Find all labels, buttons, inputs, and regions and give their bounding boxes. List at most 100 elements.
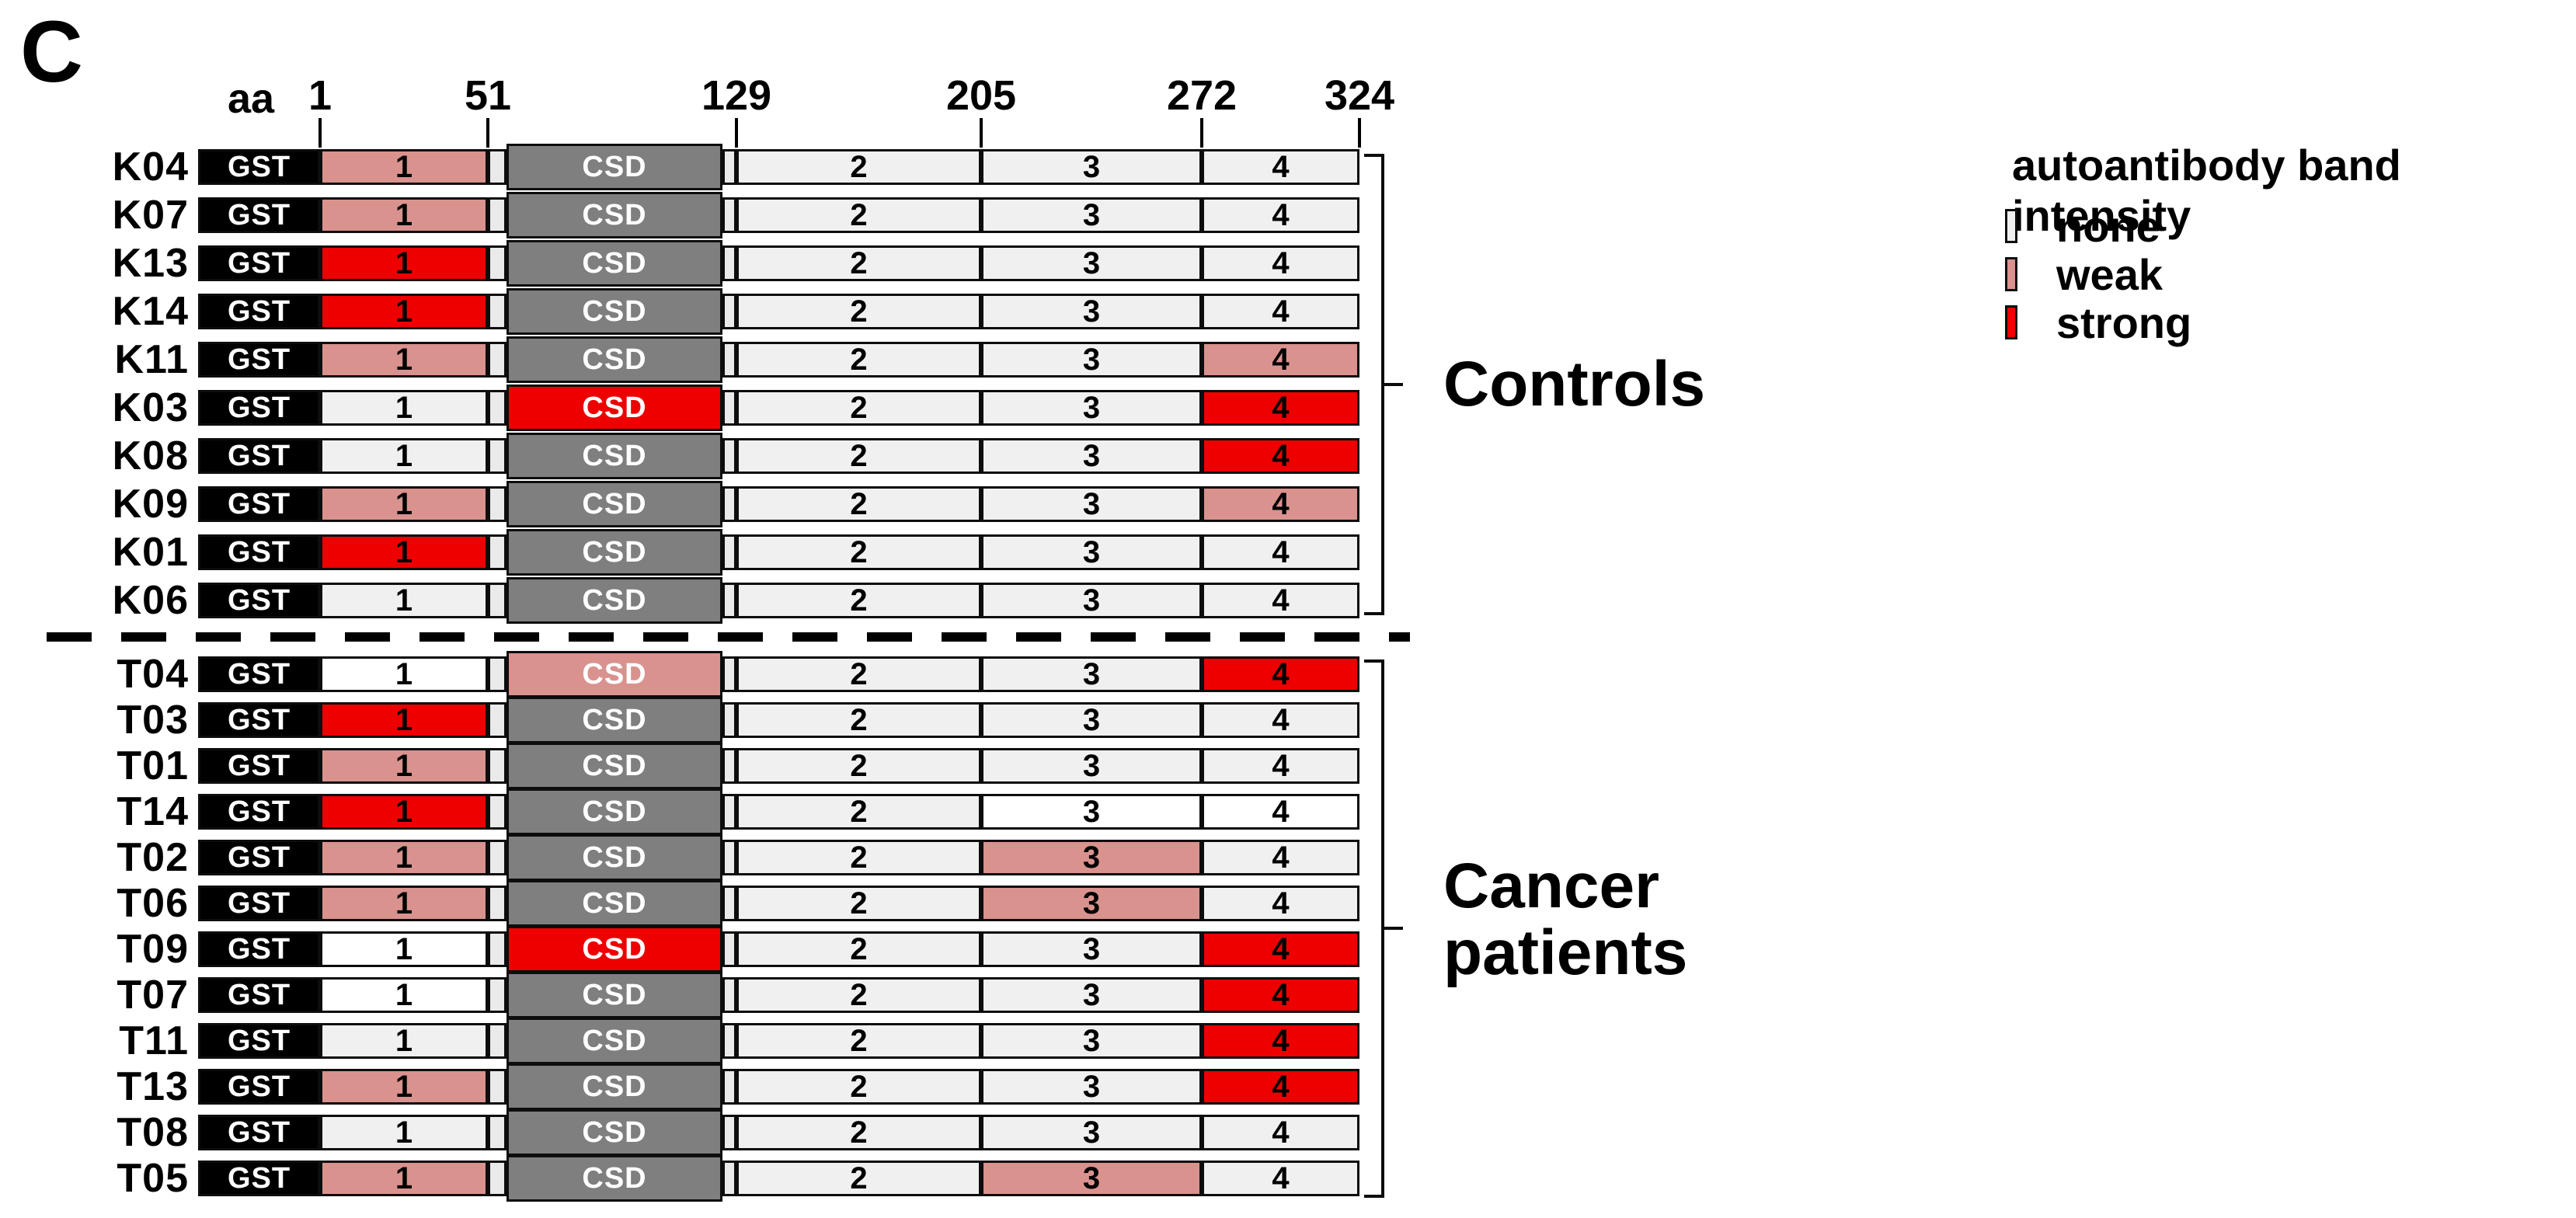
construct-bar: GST 1 CSD 2 3 4 bbox=[198, 1063, 1359, 1110]
linker-strip bbox=[488, 656, 506, 692]
linker-strip bbox=[722, 486, 736, 522]
region-box-1: 1 bbox=[320, 342, 488, 378]
linker-strip bbox=[722, 977, 736, 1013]
gst-tag-box: GST bbox=[198, 794, 320, 830]
region-box-2: 2 bbox=[736, 1023, 981, 1059]
weak-intensity-swatch bbox=[2005, 257, 2017, 291]
csd-domain-box: CSD bbox=[506, 192, 722, 238]
linker-strip bbox=[722, 748, 736, 784]
cancer-patients-bracket-nub bbox=[1384, 927, 1403, 930]
linker-strip bbox=[722, 1023, 736, 1059]
region-box-3: 3 bbox=[981, 886, 1202, 921]
csd-domain-box: CSD bbox=[506, 288, 722, 335]
construct-bar: GST 1 CSD 2 3 4 bbox=[198, 240, 1359, 287]
gst-tag-box: GST bbox=[198, 583, 320, 618]
axis-tick-mark bbox=[980, 118, 983, 148]
gst-tag-box: GST bbox=[198, 1069, 320, 1105]
region-box-2: 2 bbox=[736, 342, 981, 378]
region-box-3: 3 bbox=[981, 1115, 1202, 1150]
region-box-1: 1 bbox=[320, 1161, 488, 1196]
sample-label: T14 bbox=[117, 789, 189, 834]
construct-bar: GST 1 CSD 2 3 4 bbox=[198, 651, 1359, 698]
linker-strip bbox=[722, 702, 736, 738]
region-box-2: 2 bbox=[736, 1161, 981, 1196]
axis-tick-label: 51 bbox=[464, 72, 512, 119]
linker-strip bbox=[722, 245, 736, 281]
region-box-1: 1 bbox=[320, 656, 488, 692]
construct-bar: GST 1 CSD 2 3 4 bbox=[198, 529, 1359, 576]
gst-tag-box: GST bbox=[198, 197, 320, 233]
region-box-1: 1 bbox=[320, 794, 488, 830]
region-box-3: 3 bbox=[981, 486, 1202, 522]
sample-label: T06 bbox=[117, 881, 189, 926]
linker-strip bbox=[488, 931, 506, 967]
axis-tick-mark bbox=[486, 118, 489, 148]
region-box-4: 4 bbox=[1202, 931, 1359, 967]
construct-bar: GST 1 CSD 2 3 4 bbox=[198, 192, 1359, 238]
linker-strip bbox=[722, 342, 736, 378]
region-box-4: 4 bbox=[1202, 1069, 1359, 1105]
csd-domain-box: CSD bbox=[506, 788, 722, 835]
sample-label: T03 bbox=[117, 698, 189, 743]
region-box-4: 4 bbox=[1202, 197, 1359, 233]
region-box-3: 3 bbox=[981, 1161, 1202, 1196]
gst-tag-box: GST bbox=[198, 486, 320, 522]
strong-intensity-swatch bbox=[2005, 305, 2017, 339]
linker-strip bbox=[722, 294, 736, 329]
region-box-4: 4 bbox=[1202, 149, 1359, 185]
region-box-2: 2 bbox=[736, 149, 981, 185]
region-box-4: 4 bbox=[1202, 1161, 1359, 1196]
region-box-1: 1 bbox=[320, 197, 488, 233]
region-box-3: 3 bbox=[981, 197, 1202, 233]
region-box-4: 4 bbox=[1202, 794, 1359, 830]
legend-item-label: weak bbox=[2056, 249, 2163, 299]
region-box-3: 3 bbox=[981, 1069, 1202, 1105]
region-box-2: 2 bbox=[736, 840, 981, 875]
panel-letter: C bbox=[20, 3, 83, 100]
legend-item-strong: strong bbox=[2005, 298, 2191, 347]
region-box-2: 2 bbox=[736, 294, 981, 329]
linker-strip bbox=[488, 977, 506, 1013]
region-box-4: 4 bbox=[1202, 245, 1359, 281]
region-box-4: 4 bbox=[1202, 583, 1359, 618]
linker-strip bbox=[488, 390, 506, 426]
region-box-4: 4 bbox=[1202, 1115, 1359, 1150]
linker-strip bbox=[722, 583, 736, 618]
region-box-3: 3 bbox=[981, 438, 1202, 474]
region-box-1: 1 bbox=[320, 886, 488, 921]
group-label-cancer-patients: Cancer patients bbox=[1443, 851, 1688, 988]
gst-tag-box: GST bbox=[198, 438, 320, 474]
sample-label: T11 bbox=[119, 1018, 189, 1063]
region-box-4: 4 bbox=[1202, 438, 1359, 474]
gst-tag-box: GST bbox=[198, 1161, 320, 1196]
gst-tag-box: GST bbox=[198, 1115, 320, 1150]
gst-tag-box: GST bbox=[198, 748, 320, 784]
axis-tick-label: 1 bbox=[308, 72, 332, 119]
sample-label: K07 bbox=[112, 193, 189, 238]
axis-tick-label: 272 bbox=[1166, 72, 1238, 119]
linker-strip bbox=[488, 294, 506, 329]
gst-tag-box: GST bbox=[198, 534, 320, 570]
construct-bar: GST 1 CSD 2 3 4 bbox=[198, 577, 1359, 624]
csd-domain-box: CSD bbox=[506, 1155, 722, 1202]
region-box-3: 3 bbox=[981, 583, 1202, 618]
sample-label: K13 bbox=[112, 241, 189, 286]
linker-strip bbox=[488, 748, 506, 784]
linker-strip bbox=[488, 840, 506, 875]
linker-strip bbox=[722, 656, 736, 692]
linker-strip bbox=[488, 1115, 506, 1150]
csd-domain-box: CSD bbox=[506, 433, 722, 479]
linker-strip bbox=[722, 390, 736, 426]
region-box-1: 1 bbox=[320, 438, 488, 474]
linker-strip bbox=[488, 197, 506, 233]
gst-tag-box: GST bbox=[198, 294, 320, 329]
region-box-2: 2 bbox=[736, 748, 981, 784]
sample-label: T13 bbox=[117, 1064, 189, 1109]
construct-bar: GST 1 CSD 2 3 4 bbox=[198, 697, 1359, 743]
region-box-4: 4 bbox=[1202, 294, 1359, 329]
gst-tag-box: GST bbox=[198, 931, 320, 967]
region-box-1: 1 bbox=[320, 1069, 488, 1105]
legend-item-label: none bbox=[2056, 201, 2160, 251]
sample-label: T05 bbox=[117, 1156, 189, 1201]
axis-tick-label: 205 bbox=[945, 72, 1017, 119]
